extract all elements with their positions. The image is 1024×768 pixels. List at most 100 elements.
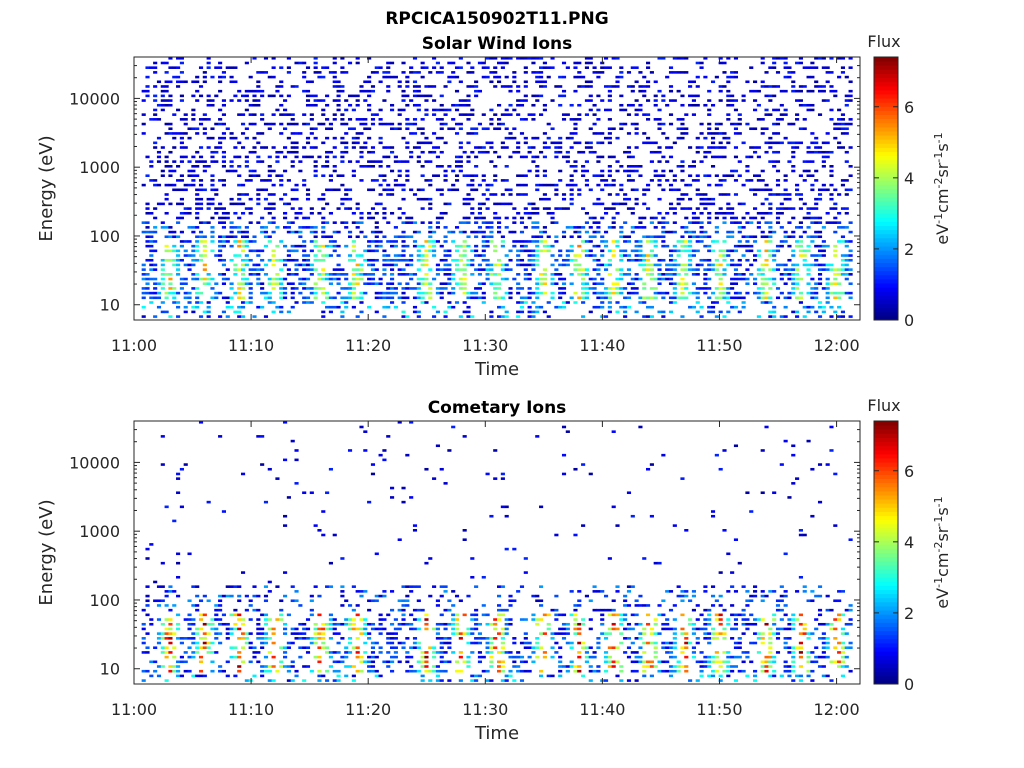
heatmap-cell bbox=[512, 207, 517, 210]
heatmap-cell bbox=[359, 85, 364, 88]
heatmap-cell bbox=[462, 632, 467, 635]
colorbar-segment bbox=[874, 57, 898, 62]
heatmap-cell bbox=[691, 80, 696, 84]
heatmap-cell bbox=[619, 127, 624, 131]
heatmap-cell bbox=[359, 291, 364, 295]
heatmap-cell bbox=[321, 533, 326, 537]
heatmap-cell bbox=[837, 122, 842, 126]
heatmap-cell bbox=[218, 254, 223, 257]
heatmap-cell bbox=[596, 226, 601, 229]
heatmap-cell bbox=[810, 108, 815, 112]
heatmap-cell bbox=[351, 608, 356, 612]
heatmap-cell bbox=[523, 183, 528, 187]
heatmap-cell bbox=[798, 85, 803, 88]
heatmap-cell bbox=[581, 240, 586, 243]
heatmap-cell bbox=[554, 150, 559, 154]
heatmap-cell bbox=[489, 122, 494, 126]
heatmap-cell bbox=[764, 141, 769, 145]
heatmap-cell bbox=[733, 146, 739, 149]
heatmap-cell bbox=[783, 108, 788, 112]
heatmap-cell bbox=[497, 258, 502, 262]
heatmap-cell bbox=[179, 655, 184, 659]
heatmap-cell bbox=[244, 641, 249, 645]
heatmap-cell bbox=[332, 61, 337, 65]
heatmap-cell bbox=[145, 89, 150, 93]
heatmap-cell bbox=[466, 665, 471, 668]
heatmap-cell bbox=[191, 174, 196, 177]
heatmap-cell bbox=[730, 216, 735, 220]
heatmap-cell bbox=[168, 669, 173, 673]
heatmap-cell bbox=[286, 310, 291, 314]
heatmap-cell bbox=[229, 305, 234, 309]
heatmap-cell bbox=[561, 94, 567, 98]
heatmap-cell bbox=[458, 99, 463, 102]
heatmap-cell bbox=[588, 57, 593, 60]
heatmap-cell bbox=[428, 646, 433, 650]
heatmap-cell bbox=[596, 305, 601, 309]
heatmap-cell bbox=[405, 585, 410, 588]
heatmap-cell bbox=[810, 89, 815, 93]
heatmap-cell bbox=[412, 122, 418, 126]
heatmap-cell bbox=[661, 216, 666, 220]
heatmap-cell bbox=[481, 174, 486, 177]
heatmap-cell bbox=[267, 211, 272, 215]
heatmap-cell bbox=[374, 552, 379, 556]
heatmap-cell bbox=[730, 249, 735, 253]
heatmap-cell bbox=[775, 268, 781, 271]
heatmap-cell bbox=[699, 193, 704, 196]
heatmap-cell bbox=[493, 263, 498, 267]
heatmap-cell bbox=[279, 240, 284, 243]
heatmap-cell bbox=[764, 71, 769, 74]
heatmap-cell bbox=[432, 108, 437, 112]
colorbar-segment bbox=[874, 163, 898, 169]
heatmap-cell bbox=[707, 122, 712, 126]
heatmap-cell bbox=[332, 679, 337, 682]
heatmap-cell bbox=[347, 651, 353, 654]
heatmap-cell bbox=[760, 85, 765, 88]
heatmap-cell bbox=[168, 637, 173, 640]
heatmap-cell bbox=[607, 249, 612, 253]
heatmap-cell bbox=[691, 160, 696, 163]
heatmap-cell bbox=[340, 174, 345, 177]
heatmap-cell bbox=[481, 604, 486, 607]
heatmap-cell bbox=[539, 80, 544, 84]
heatmap-cell bbox=[363, 651, 368, 654]
heatmap-cell bbox=[298, 277, 303, 281]
heatmap-cell bbox=[332, 169, 337, 173]
heatmap-cell bbox=[691, 94, 696, 98]
heatmap-cell bbox=[405, 599, 410, 603]
heatmap-cell bbox=[347, 207, 353, 210]
heatmap-cell bbox=[367, 108, 372, 112]
heatmap-cell bbox=[733, 249, 739, 253]
heatmap-cell bbox=[435, 444, 440, 448]
heatmap-cell bbox=[753, 150, 758, 154]
heatmap-cell bbox=[252, 122, 257, 126]
heatmap-cell bbox=[145, 613, 150, 617]
heatmap-cell bbox=[474, 94, 479, 98]
heatmap-cell bbox=[153, 599, 158, 603]
heatmap-cell bbox=[328, 561, 333, 565]
heatmap-cell bbox=[477, 226, 483, 229]
heatmap-cell bbox=[603, 287, 609, 290]
heatmap-cell bbox=[370, 113, 376, 116]
heatmap-cell bbox=[485, 183, 490, 187]
heatmap-cell bbox=[596, 94, 601, 98]
heatmap-cell bbox=[497, 75, 502, 79]
heatmap-cell bbox=[443, 85, 448, 88]
heatmap-cell bbox=[630, 258, 635, 262]
heatmap-cell bbox=[432, 585, 437, 588]
heatmap-cell bbox=[256, 618, 261, 621]
heatmap-cell bbox=[814, 263, 819, 267]
heatmap-cell bbox=[653, 141, 658, 145]
heatmap-cell bbox=[817, 221, 823, 224]
heatmap-cell bbox=[477, 207, 483, 210]
heatmap-cell bbox=[176, 622, 181, 626]
heatmap-cell bbox=[848, 174, 853, 177]
heatmap-cell bbox=[561, 263, 567, 267]
heatmap-cell bbox=[412, 221, 418, 224]
heatmap-cell bbox=[187, 263, 192, 267]
heatmap-cell bbox=[569, 188, 574, 192]
heatmap-cell bbox=[607, 169, 612, 173]
heatmap-cell bbox=[833, 136, 838, 140]
heatmap-cell bbox=[229, 235, 234, 239]
